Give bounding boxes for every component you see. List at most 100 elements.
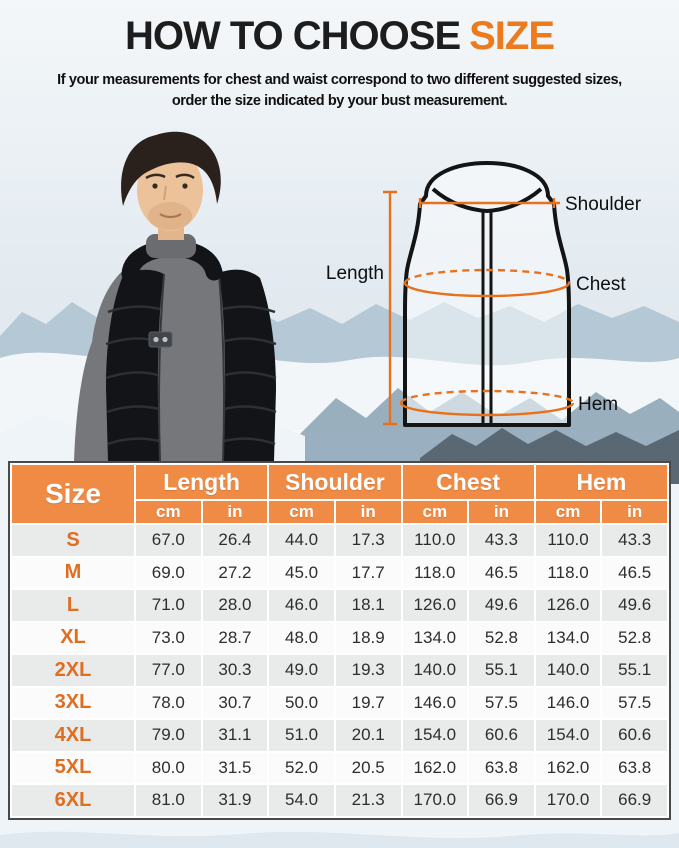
model-left-eye (152, 183, 158, 189)
table-row: 5XL 80.0 31.5 52.0 20.5 162.0 63.8 162.0 63.8 (12, 752, 667, 783)
model-left-brow (145, 173, 166, 180)
measurement-cell: 57.5 (469, 687, 534, 718)
chest-label: Chest (576, 274, 626, 295)
measurement-cell: 28.0 (202, 590, 268, 621)
measurement-cell: 30.3 (202, 655, 268, 686)
length-measure-line (383, 190, 397, 426)
measurement-cell: 81.0 (136, 785, 201, 816)
measurement-cell: 18.9 (335, 622, 401, 653)
size-label: L (12, 590, 134, 621)
measurement-cell: 55.1 (469, 655, 534, 686)
measurement-cell: 49.6 (602, 590, 667, 621)
diagram-labels: Length Shoulder Chest Hem (326, 194, 642, 415)
vest-silhouette (403, 161, 571, 427)
measurement-cell: 154.0 (535, 720, 601, 751)
measurement-cell: 21.3 (335, 785, 401, 816)
measurement-cell: 52.0 (269, 752, 334, 783)
measurement-cell: 69.0 (136, 557, 201, 588)
vest-left-zip-edge (158, 273, 165, 461)
table-row: M 69.0 27.2 45.0 17.7 118.0 46.5 118.0 46.5 (12, 557, 667, 588)
measurement-cell: 134.0 (535, 622, 601, 653)
vest-quilting (105, 305, 277, 446)
unit-header-cm: cm (402, 501, 468, 523)
measurement-cell: 45.0 (269, 557, 334, 588)
measurement-cell: 66.9 (469, 785, 534, 816)
model-vest-right-panel (219, 269, 276, 461)
measurement-cell: 30.7 (202, 687, 268, 718)
measurement-cell: 27.2 (202, 557, 268, 588)
measurement-cell: 31.9 (202, 785, 268, 816)
size-label: 6XL (12, 785, 134, 816)
measurement-cell: 118.0 (402, 557, 468, 588)
badge-dot-right (162, 336, 168, 343)
measurement-cell: 146.0 (535, 687, 601, 718)
hem-label: Hem (578, 394, 618, 415)
model-right-brow (175, 173, 195, 180)
measurement-cell: 118.0 (535, 557, 601, 588)
measurement-cell: 44.0 (269, 525, 334, 556)
measurement-cell: 54.0 (269, 785, 334, 816)
model-mouth (159, 213, 182, 219)
measurement-cell: 31.1 (202, 720, 268, 751)
measurement-cell: 51.0 (269, 720, 334, 751)
vest-right-zip-edge (218, 272, 225, 461)
measurement-cell: 67.0 (136, 525, 201, 556)
model-nose (163, 185, 167, 201)
measurement-cell: 126.0 (402, 590, 468, 621)
shoulder-column-header: Shoulder (269, 465, 401, 499)
shoulder-label: Shoulder (565, 194, 642, 215)
vest-control-badge (148, 331, 173, 348)
measurement-cell: 140.0 (402, 655, 468, 686)
measurement-cell: 52.8 (469, 622, 534, 653)
size-label: 4XL (12, 720, 134, 751)
unit-header-cm: cm (269, 501, 334, 523)
measurement-cell: 19.7 (335, 687, 401, 718)
measurement-cell: 20.5 (335, 752, 401, 783)
model-right-eye (182, 183, 188, 189)
badge-dot-left (153, 336, 159, 343)
measurement-cell: 63.8 (469, 752, 534, 783)
table-row: XL 73.0 28.7 48.0 18.9 134.0 52.8 134.0 52.8 (12, 622, 667, 653)
measurement-cell: 63.8 (602, 752, 667, 783)
measurement-cell: 154.0 (402, 720, 468, 751)
model-figure (74, 131, 277, 461)
table-row: 6XL 81.0 31.9 54.0 21.3 170.0 66.9 170.0 66.9 (12, 785, 667, 816)
measurement-cell: 77.0 (136, 655, 201, 686)
model-photo (74, 131, 277, 461)
measurement-cell: 43.3 (469, 525, 534, 556)
size-table: Size Length Shoulder Chest Hem cm in cm … (8, 461, 671, 820)
title-accent: SIZE (469, 14, 555, 58)
measurement-cell: 46.5 (469, 557, 534, 588)
length-label: Length (326, 263, 384, 284)
measurement-cell: 60.6 (602, 720, 667, 751)
length-column-header: Length (136, 465, 268, 499)
measurement-cell: 170.0 (535, 785, 601, 816)
title-text: HOW TO CHOOSE (124, 14, 461, 58)
unit-header-in: in (602, 501, 667, 523)
measurement-cell: 17.7 (335, 557, 401, 588)
measurement-cell: 126.0 (535, 590, 601, 621)
measurement-cell: 170.0 (402, 785, 468, 816)
measurement-cell: 146.0 (402, 687, 468, 718)
subtitle-line-2: order the size indicated by your bust me… (171, 93, 508, 110)
table-row: 2XL 77.0 30.3 49.0 19.3 140.0 55.1 140.0 55.1 (12, 655, 667, 686)
subtitle-line-1: If your measurements for chest and waist… (57, 72, 622, 88)
size-label: 2XL (12, 655, 134, 686)
measurement-cell: 26.4 (202, 525, 268, 556)
measurement-annotations (383, 190, 575, 426)
size-label: 3XL (12, 687, 134, 718)
measurement-cell: 57.5 (602, 687, 667, 718)
measurement-cell: 19.3 (335, 655, 401, 686)
measurement-cell: 28.7 (202, 622, 268, 653)
chest-measure-ellipse-top (403, 268, 571, 284)
measurement-cell: 79.0 (136, 720, 201, 751)
size-label: S (12, 525, 134, 556)
measurement-cell: 110.0 (402, 525, 468, 556)
table-row: S 67.0 26.4 44.0 17.3 110.0 43.3 110.0 43.3 (12, 525, 667, 556)
measurement-cell: 80.0 (136, 752, 201, 783)
measurement-cell: 78.0 (136, 687, 201, 718)
measurement-cell: 73.0 (136, 622, 201, 653)
measurement-cell: 46.0 (269, 590, 334, 621)
hem-measure-ellipse-bottom (399, 402, 575, 417)
measurement-cell: 46.5 (602, 557, 667, 588)
